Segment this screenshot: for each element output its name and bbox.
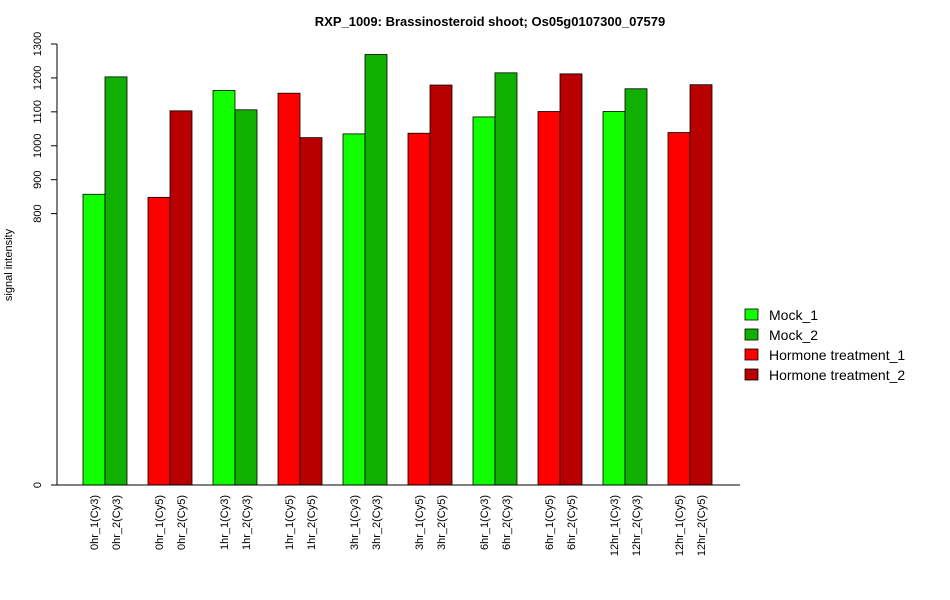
x-tick-label: 12hr_2(Cy3) <box>631 495 643 556</box>
y-tick-label: 1200 <box>32 66 44 90</box>
bar-12hr_1(Cy5) <box>667 132 691 486</box>
legend-swatch-Mock_1 <box>744 308 759 321</box>
bar-12hr_2(Cy3) <box>624 88 648 486</box>
bar-1hr_2(Cy3) <box>234 109 258 486</box>
legend-label-Mock_2: Mock_2 <box>769 327 818 343</box>
y-tick-label: 1100 <box>32 100 44 124</box>
bar-6hr_2(Cy5) <box>559 73 583 486</box>
legend-label-Hormone treatment_1: Hormone treatment_1 <box>769 347 905 363</box>
legend-label-Hormone treatment_2: Hormone treatment_2 <box>769 367 905 383</box>
chart-title: RXP_1009: Brassinosteroid shoot; Os05g01… <box>315 14 665 29</box>
legend-label-Mock_1: Mock_1 <box>769 307 818 323</box>
bar-1hr_2(Cy5) <box>299 137 323 486</box>
y-axis: 0 800 900 1000 1100 1200 1300 <box>32 32 58 488</box>
bar-3hr_2(Cy5) <box>429 84 453 486</box>
x-axis: 0hr_1(Cy3) 0hr_2(Cy3) 0hr_1(Cy5) 0hr_2(Cy5)… <box>57 484 740 556</box>
x-tick-label: 0hr_1(Cy3) <box>89 495 101 550</box>
legend-swatch-Hormone treatment_2 <box>744 368 759 381</box>
y-tick-label: 900 <box>32 171 44 189</box>
bars-group <box>82 54 713 486</box>
x-tick-label: 12hr_2(Cy5) <box>696 495 708 556</box>
bar-6hr_1(Cy5) <box>537 111 561 486</box>
bar-6hr_1(Cy3) <box>472 116 496 486</box>
legend: Mock_1 Mock_2 Hormone treatment_1 Hormone t… <box>744 307 905 383</box>
x-tick-label: 1hr_1(Cy3) <box>219 495 231 550</box>
y-tick-label: 1000 <box>32 134 44 158</box>
x-tick-label: 0hr_2(Cy3) <box>111 495 123 550</box>
x-tick-label: 3hr_1(Cy5) <box>414 495 426 550</box>
x-tick-label: 1hr_1(Cy5) <box>284 495 296 550</box>
bar-1hr_1(Cy3) <box>212 90 236 486</box>
y-tick-label: 800 <box>32 204 44 222</box>
x-tick-label: 6hr_1(Cy5) <box>544 495 556 550</box>
bar-12hr_2(Cy5) <box>689 84 713 486</box>
x-tick-label: 0hr_2(Cy5) <box>176 495 188 550</box>
bar-3hr_2(Cy3) <box>364 54 388 486</box>
bar-0hr_2(Cy5) <box>169 110 193 486</box>
x-tick-label: 12hr_1(Cy5) <box>674 495 686 556</box>
x-tick-label: 1hr_2(Cy5) <box>306 495 318 550</box>
x-tick-label: 6hr_2(Cy3) <box>501 495 513 550</box>
x-tick-label: 6hr_1(Cy3) <box>479 495 491 550</box>
y-tick-label: 0 <box>32 482 44 488</box>
x-tick-label: 3hr_2(Cy5) <box>436 495 448 550</box>
legend-swatch-Hormone treatment_1 <box>744 348 759 361</box>
y-tick-label: 1300 <box>32 32 44 56</box>
bar-0hr_1(Cy5) <box>147 196 171 486</box>
bar-6hr_2(Cy3) <box>494 72 518 486</box>
x-tick-label: 3hr_2(Cy3) <box>371 495 383 550</box>
bar-1hr_1(Cy5) <box>277 92 301 486</box>
x-tick-label: 3hr_1(Cy3) <box>349 495 361 550</box>
bar-0hr_1(Cy3) <box>82 193 106 486</box>
x-tick-label: 1hr_2(Cy3) <box>241 495 253 550</box>
bar-3hr_1(Cy3) <box>342 133 366 486</box>
x-tick-label: 0hr_1(Cy5) <box>154 495 166 550</box>
bar-12hr_1(Cy3) <box>602 111 626 486</box>
bar-0hr_2(Cy3) <box>104 76 128 486</box>
y-axis-label: signal intensity <box>3 228 15 301</box>
x-tick-label: 12hr_1(Cy3) <box>609 495 621 556</box>
bar-3hr_1(Cy5) <box>407 132 431 486</box>
x-tick-label: 6hr_2(Cy5) <box>566 495 578 550</box>
legend-swatch-Mock_2 <box>744 328 759 341</box>
